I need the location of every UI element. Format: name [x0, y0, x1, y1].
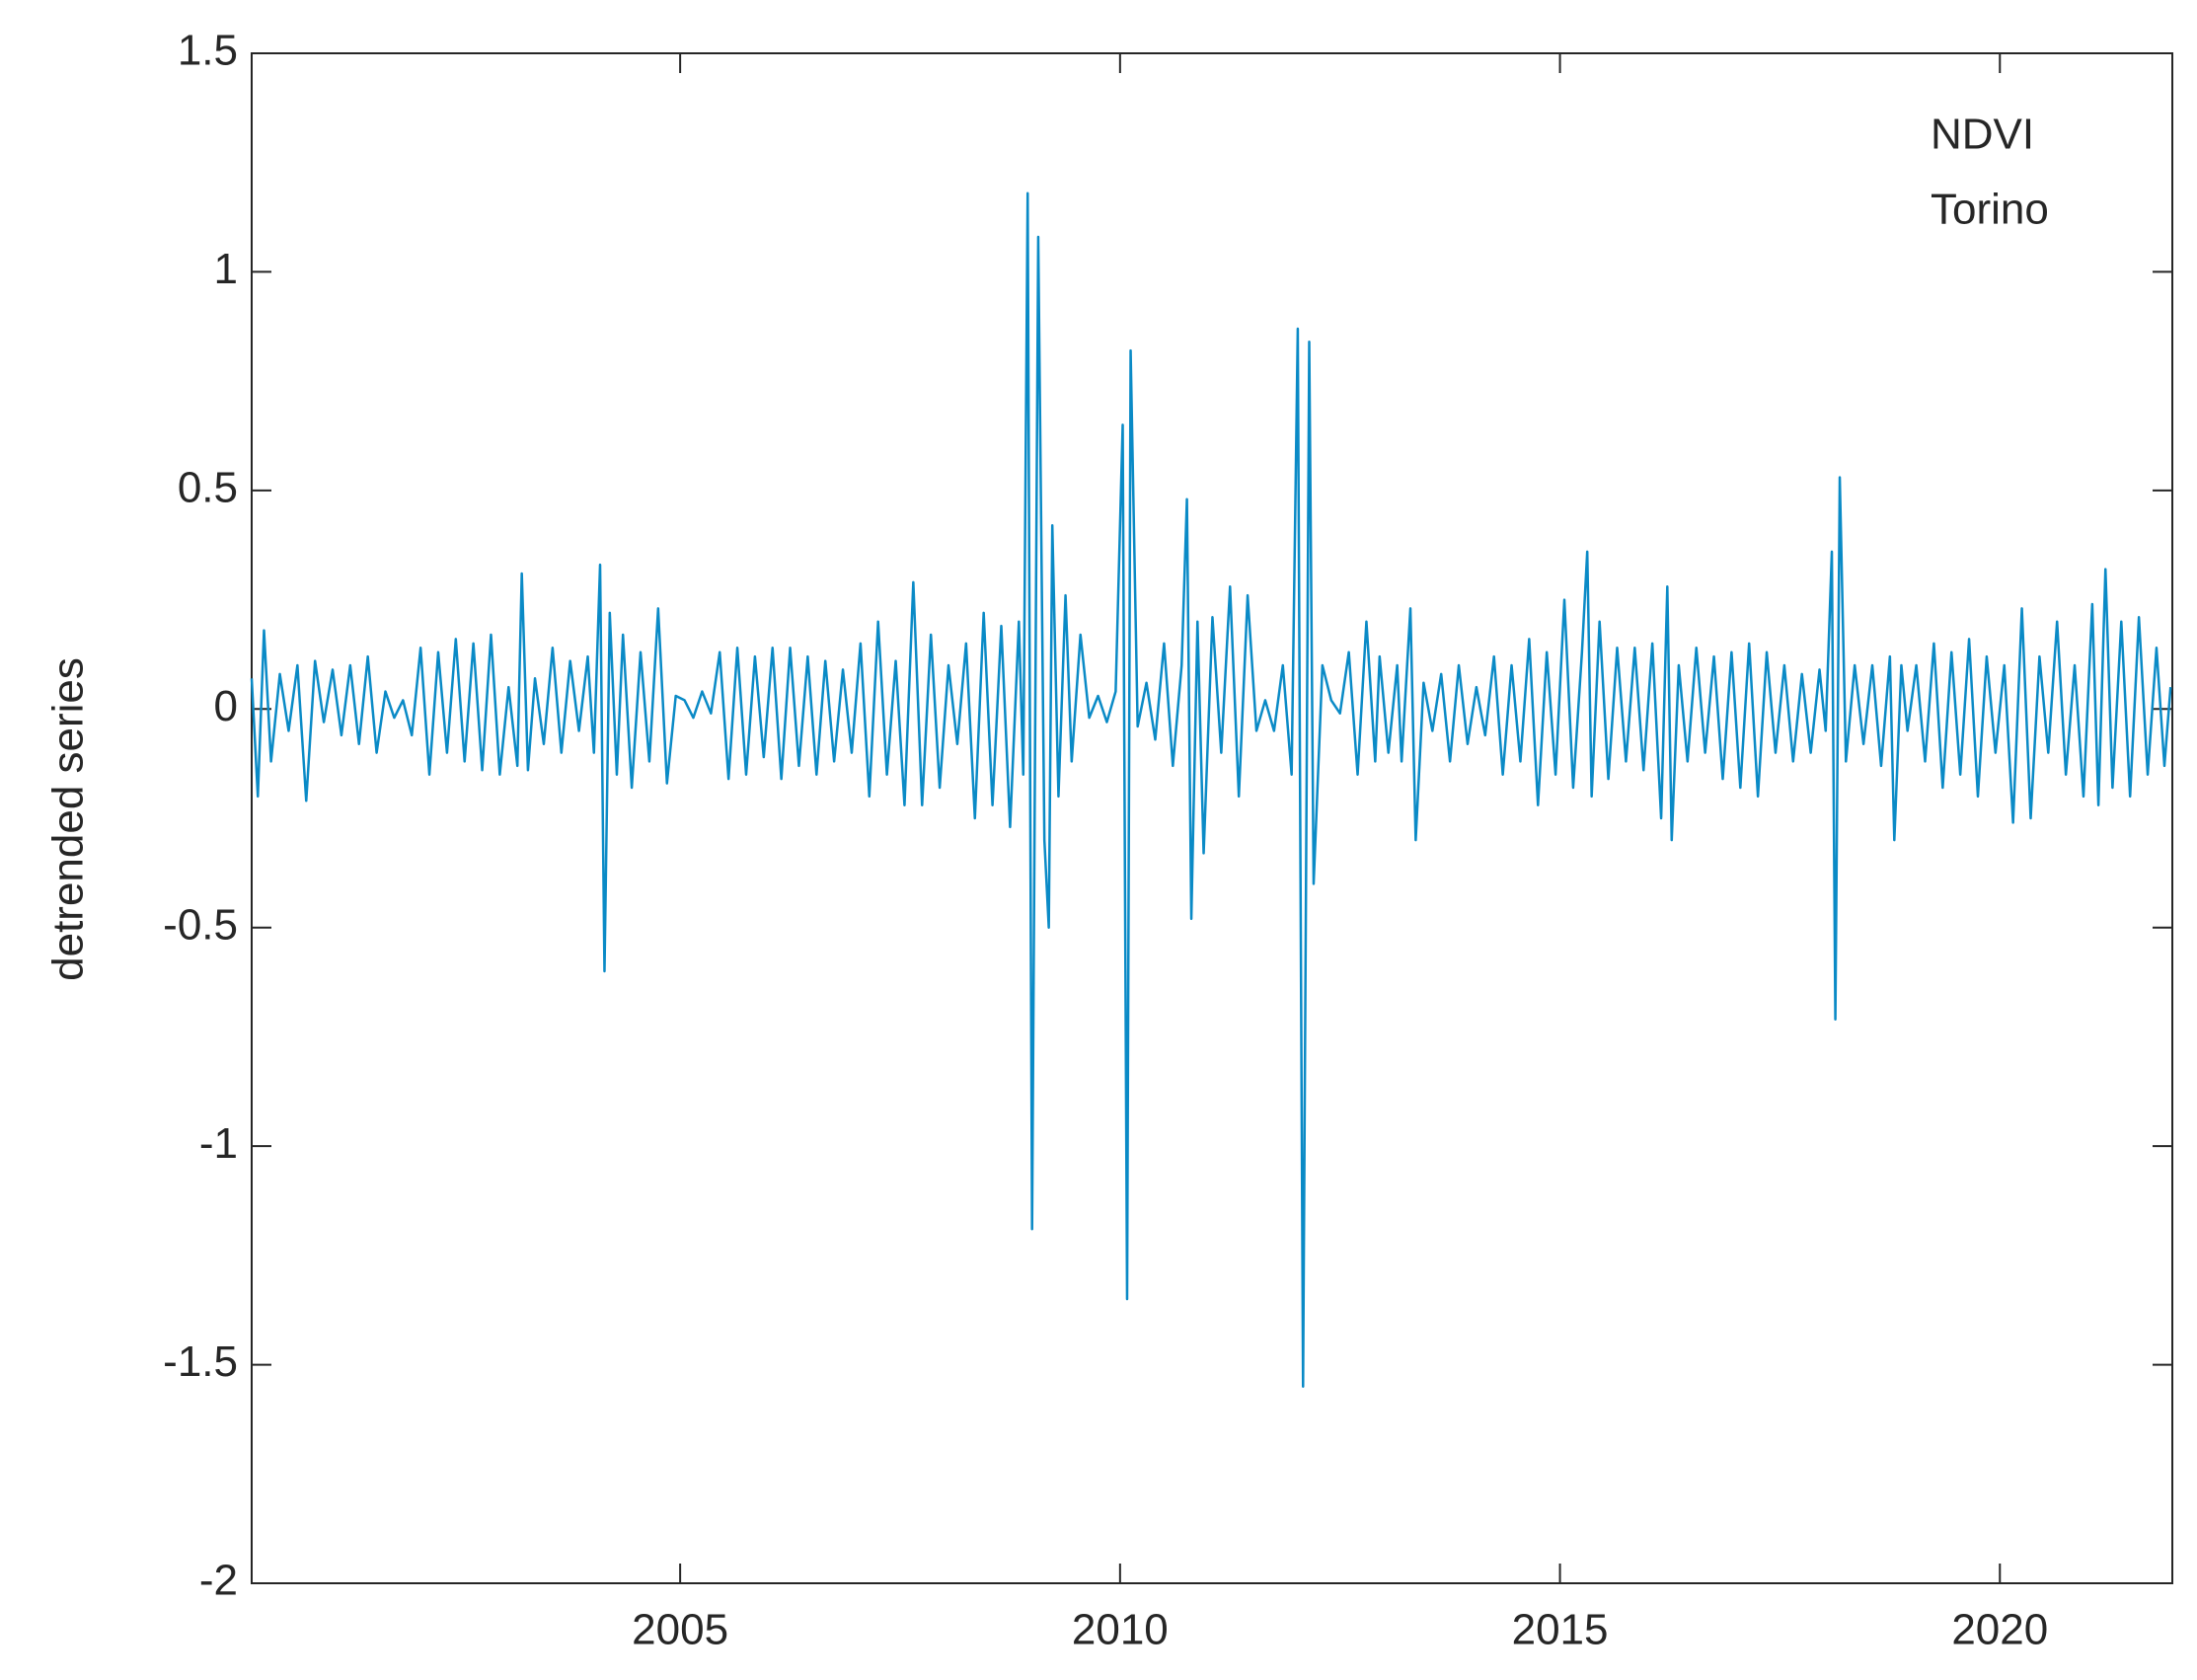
y-tick-label: -1.5: [163, 1337, 238, 1386]
y-tick-label: 1.5: [178, 27, 238, 75]
x-tick-label: 2015: [1512, 1606, 1609, 1654]
x-tick-label: 2020: [1951, 1606, 2048, 1654]
y-tick-label: -2: [199, 1557, 238, 1605]
y-tick-label: 0.5: [178, 463, 238, 511]
y-tick-label: 0: [214, 682, 238, 730]
annotation: Torino: [1931, 186, 2049, 234]
x-tick-label: 2005: [632, 1606, 728, 1654]
data-line: [250, 191, 2172, 1388]
plot-frame: [251, 52, 2173, 1584]
y-tick-label: -0.5: [163, 900, 238, 949]
x-tick-label: 2010: [1072, 1606, 1169, 1654]
annotation: NDVI: [1931, 111, 2034, 159]
y-axis-label: detrended series: [44, 657, 93, 981]
y-tick-label: -1: [199, 1119, 238, 1168]
y-tick-label: 1: [214, 245, 238, 293]
